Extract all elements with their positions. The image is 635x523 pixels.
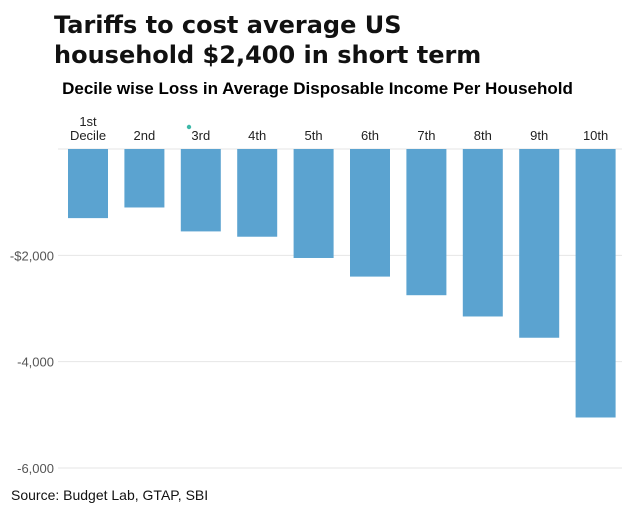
bar xyxy=(237,149,278,237)
x-tick-label: 9th xyxy=(530,128,548,143)
chart-subtitle: Decile wise Loss in Average Disposable I… xyxy=(62,79,573,98)
x-tick-label: 4th xyxy=(248,128,266,143)
bar xyxy=(519,149,560,338)
title-line-2: household $2,400 in short term xyxy=(54,41,482,69)
chart-title: Tariffs to cost average US household $2,… xyxy=(54,10,624,70)
bar xyxy=(462,149,503,317)
x-tick-label: 8th xyxy=(474,128,492,143)
bar xyxy=(68,149,108,219)
source-note: Source: Budget Lab, GTAP, SBI xyxy=(11,487,209,503)
x-tick-label: 7th xyxy=(417,128,435,143)
bar xyxy=(180,149,221,232)
bar xyxy=(406,149,447,296)
bar xyxy=(350,149,390,277)
y-tick-label: -4,000 xyxy=(17,355,54,370)
x-tick-label: 6th xyxy=(361,128,379,143)
y-tick-label: -6,000 xyxy=(17,461,54,476)
y-tick-label: -$2,000 xyxy=(10,248,54,263)
x-tick-label: 5th xyxy=(305,128,323,143)
x-tick-label: 10th xyxy=(583,128,608,143)
x-tick-label: 3rd xyxy=(191,128,210,143)
x-tick-label: 1st Decile xyxy=(70,114,106,143)
bar xyxy=(293,149,334,258)
bar xyxy=(575,149,616,418)
x-tick-label: 2nd xyxy=(134,128,156,143)
bar xyxy=(124,149,165,208)
title-line-1: Tariffs to cost average US xyxy=(54,11,402,39)
marker-dot xyxy=(186,124,192,130)
